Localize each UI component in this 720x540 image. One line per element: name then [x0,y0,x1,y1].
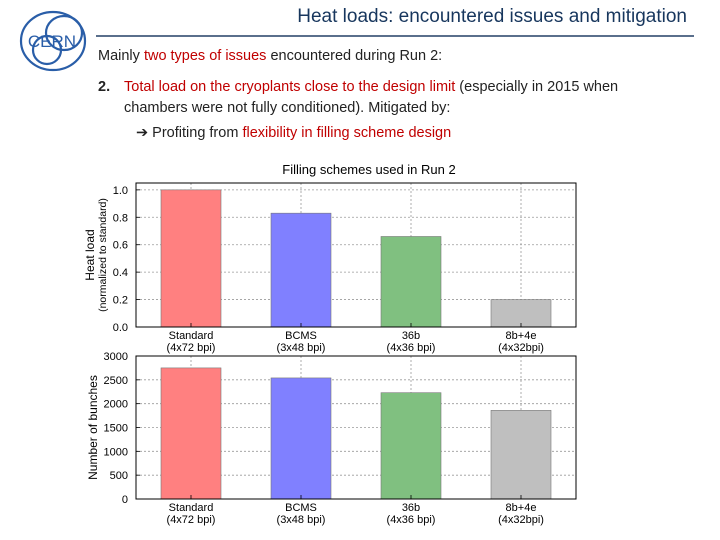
bunches-xtick-label: 8b+4e [506,502,537,514]
heat-load-ytick-label: 1.0 [113,185,128,197]
bunches-ytick-label: 1500 [104,423,128,435]
heat-load-ytick-label: 0.4 [113,267,128,279]
body-line-3: chambers were not fully conditioned). Mi… [124,100,451,116]
heat-load-ytick-label: 0.8 [113,212,128,224]
bunches-ytick-label: 0 [122,494,128,506]
title-divider [96,35,694,37]
heat-load-bar [160,189,222,328]
heat-load-xtick-sublabel: (4x32bpi) [498,342,544,354]
bunches-ytick-label: 500 [110,470,128,482]
bunches-xtick-sublabel: (3x48 bpi) [277,514,326,526]
bunches-bar [380,392,442,500]
bunches-xtick-sublabel: (4x32bpi) [498,514,544,526]
bunches-xtick-label: BCMS [285,502,317,514]
line4-pre: Profiting from [148,125,243,141]
heat-load-ytick-label: 0.2 [113,295,128,307]
chart-title: Filling schemes used in Run 2 [282,162,456,177]
body-line-4: ➔ Profiting from flexibility in filling … [136,123,451,144]
bunches-bar [160,367,222,500]
line1-highlight: two types of issues [143,48,267,64]
bunches-bar [270,377,332,500]
bunches-ylabel: Number of bunches [86,375,100,480]
heat-load-ylabel-sub: (normalized to standard) [97,198,109,312]
heat-load-ylabel: Heat load [83,229,97,280]
line1-pre: Mainly [98,48,144,64]
heat-load-bar [490,299,552,328]
line4-highlight: flexibility in filling scheme design [242,125,452,141]
cern-logo: CERN [19,10,87,72]
heat-load-ytick-label: 0.6 [113,240,128,252]
bunches-bar [490,410,552,500]
bunches-xtick-label: 36b [402,502,420,514]
list-number: 2. [98,79,111,95]
heat-load-frame [135,182,577,328]
bunches-ytick-label: 1000 [104,446,128,458]
bunches-xtick-label: Standard [169,502,214,514]
heat-load-ytick-label: 0.0 [113,322,128,334]
bunches-ytick-label: 2500 [104,375,128,387]
heat-load-bar [270,212,332,328]
logo-text: CERN [28,32,76,51]
arrow-icon: ➔ [136,125,149,141]
page-title: Heat loads: encountered issues and mitig… [297,6,687,27]
bunches-xtick-sublabel: (4x36 bpi) [387,514,436,526]
line2-highlight: Total load on the cryoplants close to th… [124,79,456,95]
heat-load-xtick-label: 8b+4e [506,330,537,342]
heat-load-xtick-sublabel: (4x72 bpi) [167,342,216,354]
bunches-xtick-sublabel: (4x72 bpi) [167,514,216,526]
bunches-ytick-label: 3000 [104,351,128,363]
line1-post: encountered during Run 2: [266,48,443,64]
body-line-1: Mainly two types of issues encountered d… [98,46,442,67]
heat-load-xtick-sublabel: (3x48 bpi) [277,342,326,354]
heat-load-xtick-label: BCMS [285,330,317,342]
heat-load-xtick-label: Standard [169,330,214,342]
body-line-2: Total load on the cryoplants close to th… [124,77,618,98]
heat-load-bar [380,236,442,328]
heat-load-xtick-label: 36b [402,330,420,342]
line2-post: (especially in 2015 when [455,79,619,95]
bunches-ytick-label: 2000 [104,399,128,411]
heat-load-xtick-sublabel: (4x36 bpi) [387,342,436,354]
